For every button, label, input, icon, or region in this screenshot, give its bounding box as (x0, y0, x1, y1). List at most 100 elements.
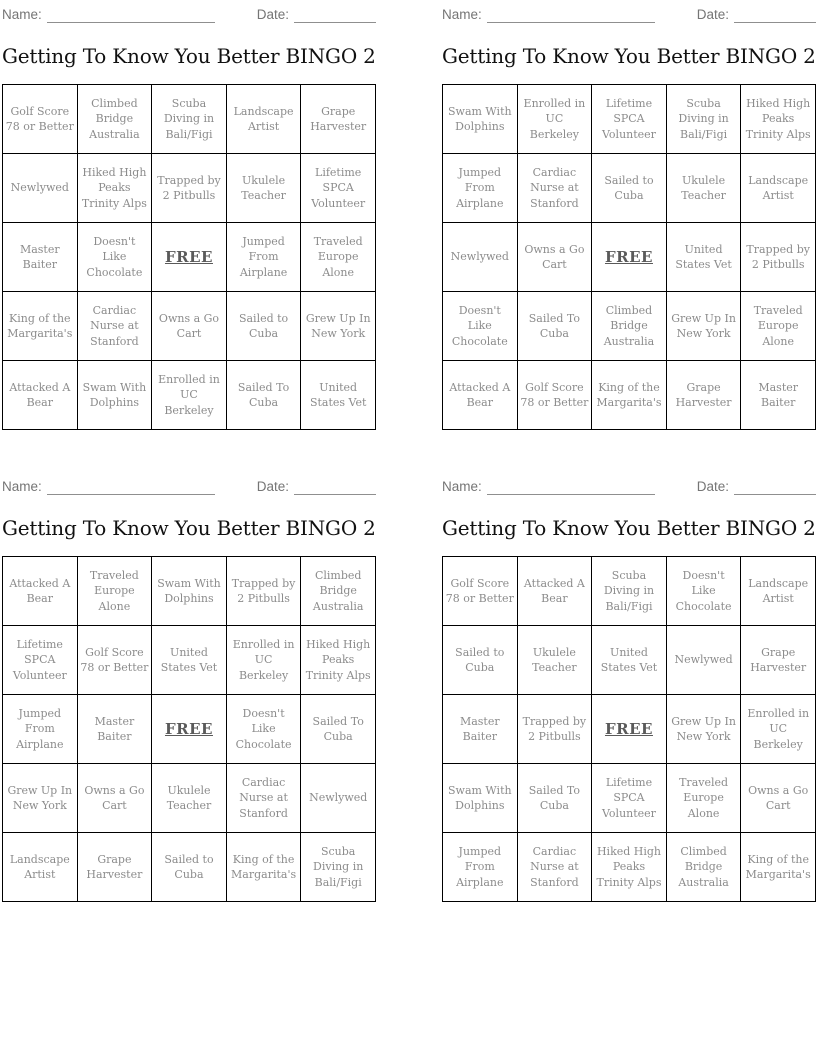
bingo-cell: Lifetime SPCA Volunteer (2, 625, 78, 695)
bingo-cell: Traveled Europe Alone (665, 763, 742, 833)
bingo-cell: Ukulele Teacher (665, 153, 742, 223)
bingo-cell: Hiked High Peaks Trinity Alps (591, 832, 667, 902)
bingo-cards-container: Name: Date: Getting To Know You Better B… (2, 5, 816, 902)
date-label: Date: (696, 479, 730, 494)
name-label: Name: (2, 7, 42, 22)
bingo-cell: Climbed Bridge Australia (76, 84, 153, 154)
bingo-cell: Grew Up In New York (2, 763, 78, 833)
bingo-grid-row: Lifetime SPCA Volunteer Golf Score 78 or … (2, 625, 376, 695)
bingo-cell: Ukulele Teacher (516, 625, 593, 695)
bingo-grid-row: Grew Up In New York Owns a Go Cart Ukulele… (2, 763, 376, 833)
date-blank-line (734, 480, 816, 495)
bingo-cell: Jumped From Airplane (2, 694, 78, 764)
free-cell: FREE (151, 694, 227, 764)
name-date-row: Name: Date: (2, 477, 376, 495)
card-title: Getting To Know You Better BINGO 2 (2, 516, 376, 540)
bingo-cell: Lifetime SPCA Volunteer (591, 84, 667, 154)
bingo-cell: Attacked A Bear (442, 360, 518, 430)
bingo-cell: Doesn't Like Chocolate (442, 291, 518, 361)
bingo-grid-row: Master Baiter Trapped by 2 Pitbulls FREE Gr… (442, 694, 816, 764)
bingo-card: Name: Date: Getting To Know You Better B… (2, 5, 376, 430)
bingo-grid-row: King of the Margarita's Cardiac Nurse at … (2, 291, 376, 361)
bingo-cell: Cardiac Nurse at Stanford (516, 153, 593, 223)
bingo-cell: Swam With Dolphins (442, 763, 518, 833)
free-cell: FREE (151, 222, 227, 292)
bingo-cell: Cardiac Nurse at Stanford (516, 832, 593, 902)
name-date-row: Name: Date: (442, 477, 816, 495)
bingo-grid-row: Master Baiter Doesn't Like Chocolate FREE J… (2, 222, 376, 292)
bingo-cell: Landscape Artist (2, 832, 78, 902)
bingo-cell: Master Baiter (442, 694, 518, 764)
bingo-grid-row: Newlywed Owns a Go Cart FREE United States … (442, 222, 816, 292)
bingo-cell: Sailed to Cuba (442, 625, 518, 695)
bingo-cell: Lifetime SPCA Volunteer (300, 153, 376, 223)
bingo-cell: Traveled Europe Alone (76, 556, 153, 626)
bingo-card: Name: Date: Getting To Know You Better B… (2, 477, 376, 902)
bingo-cell: Grape Harvester (740, 625, 816, 695)
bingo-cell: Grew Up In New York (665, 291, 742, 361)
bingo-cell: Jumped From Airplane (225, 222, 302, 292)
bingo-cell: Newlywed (2, 153, 78, 223)
free-cell: FREE (591, 222, 667, 292)
bingo-cell: Golf Score 78 or Better (442, 556, 518, 626)
bingo-cell: Sailed To Cuba (516, 763, 593, 833)
name-field: Name: (2, 478, 215, 495)
bingo-cell: Grape Harvester (76, 832, 153, 902)
bingo-cell: Attacked A Bear (2, 556, 78, 626)
free-cell: FREE (591, 694, 667, 764)
bingo-cell: Enrolled in UC Berkeley (740, 694, 816, 764)
bingo-cell: Climbed Bridge Australia (300, 556, 376, 626)
bingo-cell: Jumped From Airplane (442, 832, 518, 902)
name-label: Name: (442, 479, 482, 494)
bingo-cell: King of the Margarita's (740, 832, 816, 902)
bingo-cell: Sailed to Cuba (225, 291, 302, 361)
date-field: Date: (257, 478, 376, 495)
bingo-grid: Golf Score 78 or Better Attacked A Bear Sc… (442, 556, 816, 902)
bingo-cell: Enrolled in UC Berkeley (151, 360, 227, 430)
bingo-cell: Jumped From Airplane (442, 153, 518, 223)
bingo-cell: Attacked A Bear (516, 556, 593, 626)
bingo-grid-row: Landscape Artist Grape Harvester Sailed to… (2, 832, 376, 902)
bingo-cell: Climbed Bridge Australia (591, 291, 667, 361)
card-title: Getting To Know You Better BINGO 2 (442, 516, 816, 540)
bingo-grid-row: Sailed to Cuba Ukulele Teacher United Stat… (442, 625, 816, 695)
date-blank-line (294, 480, 376, 495)
bingo-cell: Scuba Diving in Bali/Figi (665, 84, 742, 154)
bingo-cell: Attacked A Bear (2, 360, 78, 430)
bingo-cell: Swam With Dolphins (76, 360, 153, 430)
bingo-cell: Sailed To Cuba (225, 360, 302, 430)
date-label: Date: (256, 7, 290, 22)
date-blank-line (294, 8, 376, 23)
card-title: Getting To Know You Better BINGO 2 (2, 44, 376, 68)
bingo-cell: Newlywed (442, 222, 518, 292)
date-field: Date: (697, 478, 816, 495)
bingo-grid-row: Swam With Dolphins Sailed To Cuba Lifetime… (442, 763, 816, 833)
bingo-cell: Scuba Diving in Bali/Figi (300, 832, 376, 902)
bingo-cell: Master Baiter (2, 222, 78, 292)
bingo-cell: Owns a Go Cart (76, 763, 153, 833)
bingo-cell: Owns a Go Cart (151, 291, 227, 361)
card-title: Getting To Know You Better BINGO 2 (442, 44, 816, 68)
bingo-cell: Owns a Go Cart (740, 763, 816, 833)
bingo-cell: United States Vet (300, 360, 376, 430)
bingo-cell: Sailed To Cuba (300, 694, 376, 764)
bingo-grid-row: Swam With Dolphins Enrolled in UC Berkele… (442, 84, 816, 154)
date-field: Date: (697, 6, 816, 23)
name-field: Name: (442, 6, 655, 23)
bingo-cell: Swam With Dolphins (151, 556, 227, 626)
bingo-grid-row: Attacked A Bear Traveled Europe Alone Swam… (2, 556, 376, 626)
bingo-grid: Golf Score 78 or Better Climbed Bridge Au… (2, 84, 376, 430)
bingo-grid-body: Golf Score 78 or Better Climbed Bridge Au… (2, 84, 376, 430)
bingo-cell: Cardiac Nurse at Stanford (225, 763, 302, 833)
bingo-cell: Climbed Bridge Australia (665, 832, 742, 902)
name-blank-line (46, 480, 215, 495)
bingo-cell: Master Baiter (76, 694, 153, 764)
name-label: Name: (2, 479, 42, 494)
bingo-cell: United States Vet (591, 625, 667, 695)
name-date-row: Name: Date: (2, 5, 376, 23)
bingo-cell: Traveled Europe Alone (740, 291, 816, 361)
bingo-cell: Hiked High Peaks Trinity Alps (300, 625, 376, 695)
bingo-cell: Doesn't Like Chocolate (225, 694, 302, 764)
bingo-cell: Golf Score 78 or Better (2, 84, 78, 154)
